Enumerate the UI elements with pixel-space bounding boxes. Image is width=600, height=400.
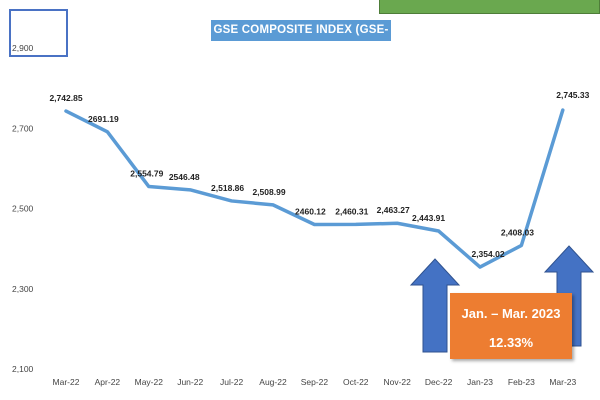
x-tick-label: Nov-22 — [383, 377, 411, 387]
data-label: 2691.19 — [88, 114, 119, 124]
data-label: 2546.48 — [169, 172, 200, 182]
series-line — [64, 108, 565, 269]
x-tick-label: Mar-23 — [549, 377, 576, 387]
data-label: 2,742.85 — [49, 93, 82, 103]
y-tick-label: 2,700 — [12, 123, 34, 133]
data-label: 2,443.91 — [412, 213, 445, 223]
x-tick-label: May-22 — [135, 377, 164, 387]
x-tick-label: Dec-22 — [425, 377, 453, 387]
corner-frame — [9, 9, 68, 57]
x-tick-label: Jun-22 — [177, 377, 203, 387]
up-arrow-icon — [409, 258, 461, 353]
data-label: 2,463.27 — [377, 205, 410, 215]
change-callout: Jan. – Mar. 2023 12.33% — [450, 293, 572, 359]
axis-layer: 2,100 2,300 2,500 2,700 2,900 Mar-22 Apr-22 May… — [12, 43, 577, 387]
x-tick-label: Apr-22 — [95, 377, 121, 387]
data-label: 2,554.79 — [130, 169, 163, 179]
x-tick-label: Aug-22 — [259, 377, 287, 387]
x-tick-label: Jul-22 — [220, 377, 243, 387]
y-tick-label: 2,500 — [12, 204, 34, 214]
data-label: 2,460.31 — [335, 206, 368, 216]
data-label: 2,508.99 — [252, 187, 285, 197]
data-label: 2460.12 — [295, 207, 326, 217]
series-layer — [64, 108, 565, 269]
x-tick-label: Jan-23 — [467, 377, 493, 387]
y-tick-label: 2,900 — [12, 43, 34, 53]
x-tick-label: Mar-22 — [53, 377, 80, 387]
data-label-layer: 2,742.85 2691.19 2,554.79 2546.48 2,518.86 2,… — [49, 90, 589, 259]
y-tick-label: 2,100 — [12, 364, 34, 374]
data-label: 2,408.03 — [501, 227, 534, 237]
x-tick-label: Sep-22 — [301, 377, 329, 387]
y-tick-label: 2,300 — [12, 284, 34, 294]
chart-title: GSE COMPOSITE INDEX (GSE-CI) — [211, 20, 391, 57]
callout-period: Jan. – Mar. 2023 — [461, 306, 561, 321]
data-label: 2,354.02 — [471, 249, 504, 259]
data-label: 2,518.86 — [211, 183, 244, 193]
callout-change: 12.33% — [488, 335, 534, 350]
x-tick-label: Feb-23 — [508, 377, 535, 387]
x-tick-label: Oct-22 — [343, 377, 369, 387]
data-label: 2,745.33 — [556, 90, 589, 100]
